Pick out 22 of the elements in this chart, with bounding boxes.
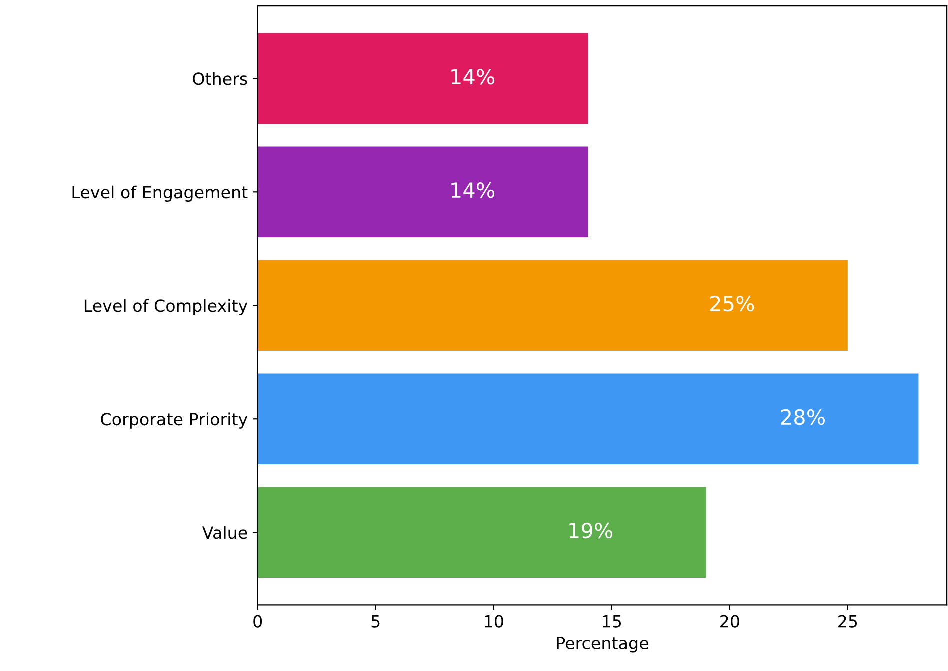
y-tick-label: Level of Engagement	[72, 186, 248, 202]
bar	[258, 374, 919, 465]
x-axis-title: Percentage	[557, 637, 648, 653]
data-label: 19%	[570, 522, 613, 539]
y-tick-label: Corporate Priority	[101, 412, 248, 429]
y-tick-label: Value	[202, 526, 248, 540]
data-label: 25%	[710, 296, 754, 312]
data-label: 28%	[781, 409, 825, 426]
bar	[258, 146, 588, 238]
bar	[258, 260, 848, 352]
y-tick-label: Others	[193, 72, 248, 86]
data-label: 14%	[452, 182, 495, 198]
y-tick-label: Level of Complexity	[84, 299, 248, 316]
x-tick-label: 10	[485, 615, 504, 628]
bar	[258, 487, 706, 578]
x-tick-label: 5	[372, 615, 380, 628]
x-tick-label: 25	[838, 615, 858, 628]
x-tick-label: 0	[254, 615, 262, 628]
bar	[258, 33, 588, 124]
x-tick-label: 15	[603, 615, 622, 628]
x-tick-label: 20	[720, 615, 740, 628]
data-label: 14%	[452, 68, 495, 85]
